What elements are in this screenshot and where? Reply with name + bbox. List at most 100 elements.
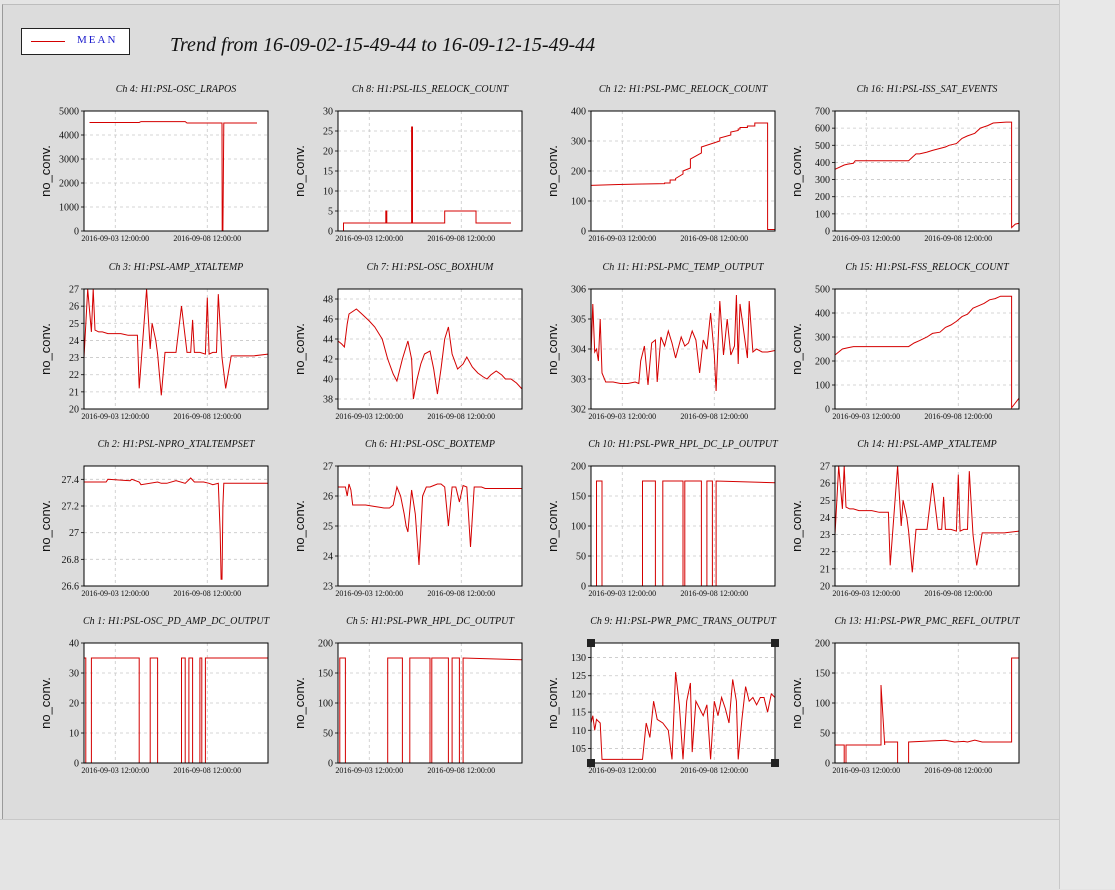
x-tick-label: 2016-09-03 12:00:00 [335,412,403,421]
y-tick-label: 25 [820,496,830,507]
y-tick-label: 0 [825,227,830,238]
y-tick-label: 2000 [59,179,79,190]
y-tick-label: 0 [825,405,830,416]
y-tick-label: 200 [815,639,830,650]
plot-frame [834,642,1020,764]
plot-frame [337,110,523,232]
y-tick-label: 26.8 [62,555,80,566]
selection-handle[interactable] [771,759,779,767]
series-line-mean [834,295,1020,410]
chart-title: Ch 7: H1:PSL-OSC_BOXHUM [367,262,494,273]
x-tick-label: 2016-09-03 12:00:00 [588,412,656,421]
x-tick-label: 2016-09-03 12:00:00 [588,234,656,243]
chart-panel-12: Ch 14: H1:PSL-AMP_XTALTEMP 20 21 22 23 24 25 26… [789,439,1020,598]
y-axis-label: no_conv. [292,500,307,552]
plot-area [591,643,775,763]
x-tick-label: 2016-09-03 12:00:00 [81,234,149,243]
x-tick-label: 2016-09-03 12:00:00 [832,234,900,243]
y-tick-label: 27 [69,285,79,296]
y-tick-label: 27 [820,462,830,473]
chart-panel-14: Ch 5: H1:PSL-PWR_HPL_DC_OUTPUT 0 50 100 150 2… [292,616,523,775]
y-tick-label: 125 [571,671,586,682]
y-tick-label: 5000 [59,107,79,118]
x-tick-label: 2016-09-08 12:00:00 [924,412,992,421]
y-tick-label: 20 [323,147,333,158]
y-tick-label: 120 [571,689,586,700]
chart-title: Ch 10: H1:PSL-PWR_HPL_DC_LP_OUTPUT [588,439,779,450]
series-line-mean [343,126,511,231]
y-tick-label: 200 [571,167,586,178]
y-tick-label: 25 [323,127,333,138]
y-tick-label: 130 [571,653,586,664]
y-tick-label: 500 [815,285,830,296]
page-title: Trend from 16-09-02-15-49-44 to 16-09-12… [170,34,596,56]
x-tick-label: 2016-09-08 12:00:00 [427,234,495,243]
y-tick-label: 200 [815,192,830,203]
x-tick-label: 2016-09-03 12:00:00 [588,766,656,775]
y-axis-label: no_conv. [38,145,53,197]
x-tick-label: 2016-09-03 12:00:00 [832,589,900,598]
y-tick-label: 25 [69,319,79,330]
y-axis-label: no_conv. [789,677,804,729]
y-tick-label: 100 [815,381,830,392]
chart-title: Ch 8: H1:PSL-ILS_RELOCK_COUNT [352,84,510,95]
y-tick-label: 27.2 [62,502,80,513]
plot-frame [83,110,269,232]
y-axis-label: no_conv. [545,323,560,375]
plot-frame [337,465,523,587]
chart-title: Ch 5: H1:PSL-PWR_HPL_DC_OUTPUT [346,616,515,627]
selection-handle[interactable] [587,759,595,767]
chart-panel-15: Ch 9: H1:PSL-PWR_PMC_TRANS_OUTPUT 105 110 1… [545,616,779,775]
y-tick-label: 200 [815,357,830,368]
chart-title: Ch 3: H1:PSL-AMP_XTALTEMP [109,262,244,273]
y-tick-label: 0 [581,227,586,238]
series-line-mean [338,657,523,764]
selection-handle[interactable] [771,639,779,647]
x-tick-label: 2016-09-03 12:00:00 [588,589,656,598]
y-tick-label: 27 [323,462,333,473]
y-tick-label: 300 [815,175,830,186]
y-tick-label: 22 [69,370,79,381]
y-tick-label: 115 [571,708,586,719]
plot-area [835,289,1019,409]
plot-frame [590,110,776,232]
y-tick-label: 1000 [59,203,79,214]
series-line-mean [590,672,776,760]
series-line-mean [84,657,268,764]
plot-frame [337,288,523,410]
chart-title: Ch 6: H1:PSL-OSC_BOXTEMP [365,439,495,450]
plot-frame [590,642,776,764]
plot-frame [590,288,776,410]
y-tick-label: 600 [815,124,830,135]
plot-frame [834,465,1020,587]
chart-title: Ch 12: H1:PSL-PMC_RELOCK_COUNT [599,84,769,95]
bottom-panel [0,819,1059,890]
legend-label: MEAN [77,34,118,46]
y-tick-label: 150 [318,669,333,680]
y-tick-label: 40 [323,375,333,386]
y-tick-label: 24 [323,552,333,563]
series-line-mean [84,477,268,580]
y-tick-label: 20 [820,582,830,593]
chart-panel-9: Ch 2: H1:PSL-NPRO_XTALTEMPSET 26.6 26.8 27 2… [38,439,269,598]
x-tick-label: 2016-09-03 12:00:00 [81,766,149,775]
x-tick-label: 2016-09-08 12:00:00 [680,766,748,775]
x-tick-label: 2016-09-08 12:00:00 [173,234,241,243]
y-tick-label: 27 [69,528,79,539]
y-tick-label: 24 [69,336,79,347]
y-axis-label: no_conv. [292,677,307,729]
y-tick-label: 0 [581,582,586,593]
x-tick-label: 2016-09-08 12:00:00 [924,234,992,243]
x-tick-label: 2016-09-08 12:00:00 [680,234,748,243]
y-tick-label: 23 [820,530,830,541]
selection-handle[interactable] [587,639,595,647]
series-line-mean [89,121,257,232]
chart-panel-16: Ch 13: H1:PSL-PWR_PMC_REFL_OUTPUT 0 50 100 1… [789,616,1021,775]
chart-panel-5: Ch 3: H1:PSL-AMP_XTALTEMP 20 21 22 23 24 25 26 2… [38,262,269,421]
y-tick-label: 100 [815,699,830,710]
y-tick-label: 5 [328,207,333,218]
y-tick-label: 42 [323,355,333,366]
y-tick-label: 15 [323,167,333,178]
y-tick-label: 20 [69,699,79,710]
